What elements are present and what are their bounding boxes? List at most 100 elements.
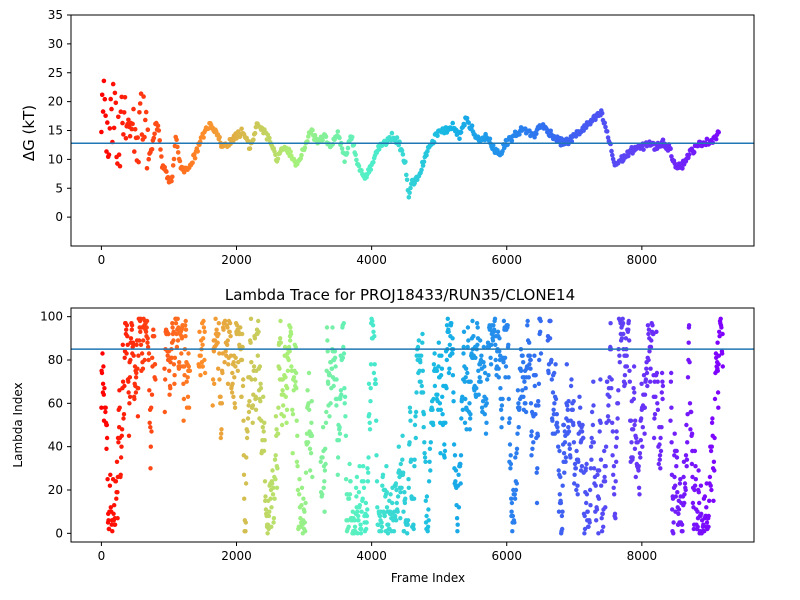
free-energy-point <box>107 126 113 131</box>
lambda-trace-point <box>692 448 698 454</box>
lambda-trace-point <box>719 325 724 330</box>
lambda-trace-point <box>250 420 255 425</box>
lambda-trace-point <box>484 420 489 425</box>
free-energy-point <box>177 158 183 164</box>
lambda-trace-point <box>708 483 713 488</box>
lambda-trace-point <box>367 420 372 425</box>
lambda-trace-point <box>135 414 141 419</box>
lambda-trace-point <box>428 440 433 445</box>
lambda-trace-point <box>470 318 475 324</box>
lambda-trace-point <box>354 494 359 499</box>
lambda-trace-point <box>599 529 605 534</box>
lambda-trace-point <box>274 485 280 490</box>
lambda-trace-point <box>290 407 295 412</box>
lambda-trace-point <box>355 531 360 536</box>
lambda-trace-point <box>456 505 462 510</box>
lambda-trace-point <box>474 386 479 391</box>
lambda-trace-point <box>589 457 594 462</box>
lambda-trace-point <box>462 379 467 384</box>
lambda-trace-point <box>613 516 618 521</box>
lambda-trace-point <box>458 453 464 458</box>
lambda-trace-point <box>642 392 648 397</box>
lambda-trace-point <box>477 375 482 380</box>
lambda-trace-point <box>631 427 636 432</box>
lambda-trace-point <box>659 390 664 395</box>
lambda-trace-point <box>294 418 299 423</box>
lambda-trace-point <box>659 425 664 430</box>
lambda-trace-point <box>440 394 445 399</box>
lambda-trace-point <box>602 474 607 480</box>
lambda-trace-point <box>461 329 467 334</box>
free-energy-point <box>137 110 142 115</box>
lambda-trace-point <box>202 329 207 334</box>
lambda-trace-point <box>720 364 725 369</box>
lambda-trace-point <box>445 316 450 321</box>
lambda-trace-point <box>258 381 263 386</box>
lambda-trace-point <box>465 344 470 350</box>
lambda-trace-point <box>642 405 647 410</box>
lambda-trace-point <box>715 340 720 345</box>
lambda-trace-point <box>523 386 528 391</box>
lambda-trace-point <box>235 368 240 373</box>
lambda-trace-point <box>622 373 628 378</box>
lambda-trace-point <box>490 338 496 343</box>
lambda-trace-point <box>223 318 228 324</box>
free-energy-point <box>668 146 673 152</box>
lambda-trace-point <box>636 485 642 490</box>
lambda-trace-point <box>281 414 287 419</box>
lambda-trace-point <box>151 327 156 332</box>
lambda-trace-point <box>633 418 638 423</box>
lambda-trace-point <box>393 513 398 519</box>
lambda-trace-point <box>716 353 722 358</box>
lambda-trace-point <box>654 370 660 376</box>
lambda-trace-point <box>426 518 431 523</box>
lambda-trace-point <box>376 522 381 527</box>
lambda-trace-point <box>293 379 298 384</box>
lambda-trace-point <box>686 340 691 345</box>
lambda-trace-point <box>655 379 660 384</box>
lambda-trace-point <box>374 418 379 423</box>
lambda-trace-point <box>326 381 331 386</box>
lambda-trace-axes-frame <box>70 307 755 543</box>
lambda-trace-point <box>675 490 680 495</box>
lambda-trace-point <box>425 524 431 529</box>
lambda-trace-point <box>612 492 617 497</box>
free-energy-point <box>127 133 133 139</box>
lambda-trace-point <box>153 377 158 382</box>
lambda-trace-point <box>357 464 362 469</box>
lambda-trace-point <box>510 529 515 534</box>
lambda-trace-point <box>398 490 403 495</box>
free-energy-point <box>354 157 359 163</box>
free-energy-point <box>419 167 424 173</box>
lambda-trace-point <box>368 399 373 404</box>
free-energy-panel: 0 2000 4000 6000 8000 0 5 10 15 20 25 30 35 ΔG (kT) <box>20 8 755 267</box>
lambda-trace-point <box>639 416 644 421</box>
lambda-trace-point <box>233 355 238 360</box>
lambda-trace-point <box>682 500 687 506</box>
lambda-trace-point <box>171 338 176 343</box>
lambda-trace-point <box>145 344 151 350</box>
lambda-trace-point <box>418 379 423 384</box>
y-tick-label: 80 <box>48 353 63 367</box>
free-energy-point <box>608 141 613 147</box>
lambda-trace-point <box>365 479 371 484</box>
lambda-trace-point <box>278 340 283 345</box>
lambda-trace-point <box>652 416 657 421</box>
lambda-trace-point <box>342 386 347 391</box>
lambda-trace-point <box>243 520 248 525</box>
lambda-trace-point <box>112 522 118 527</box>
lambda-trace-point <box>167 392 172 397</box>
lambda-trace-point <box>426 479 432 484</box>
lambda-trace-point <box>602 448 607 454</box>
lambda-trace-point <box>571 399 576 404</box>
lambda-trace-point <box>413 414 418 419</box>
free-energy-point <box>251 137 256 142</box>
lambda-trace-point <box>603 464 608 469</box>
lambda-trace-point <box>335 455 341 460</box>
lambda-trace-point <box>442 448 448 454</box>
lambda-trace-point <box>611 464 617 469</box>
free-energy-point <box>323 134 329 140</box>
lambda-trace-point <box>152 334 157 339</box>
lambda-trace-point <box>669 405 674 410</box>
free-energy-point <box>462 123 467 128</box>
